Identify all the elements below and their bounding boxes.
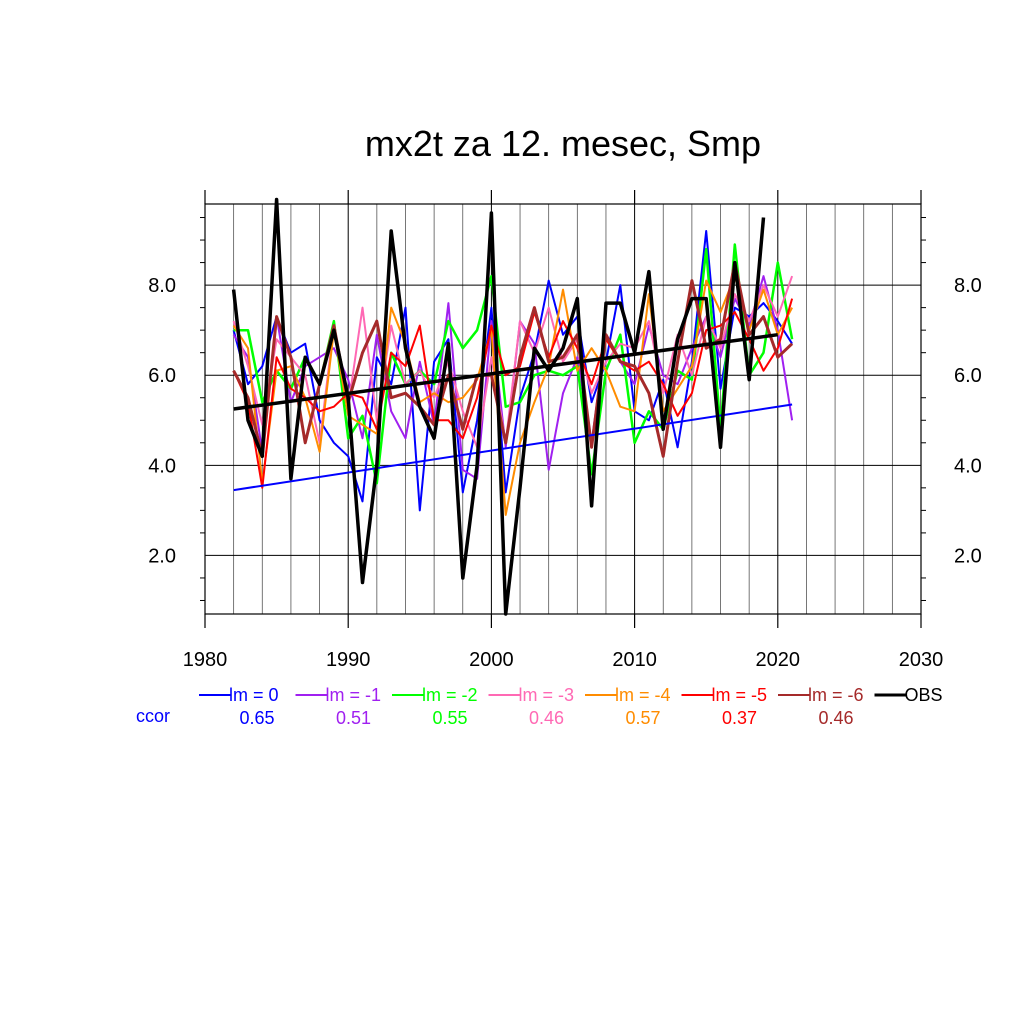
axes: 1980 1990 2000 2010 2020 2030 2.0 2.0 4.0 4.0 6.0 6… <box>148 190 982 671</box>
y-tick-label-right: 8.0 <box>954 275 982 297</box>
legend-label-2: lm = -2 <box>422 685 478 705</box>
y-tick-label: 8.0 <box>148 275 176 297</box>
y-tick-label-right: 6.0 <box>954 365 982 387</box>
chart-title: mx2t za 12. mesec, Smp <box>365 123 761 164</box>
legend-label-4: lm = -4 <box>615 685 671 705</box>
x-tick-label: 2000 <box>469 649 514 671</box>
series-line-lm-0 <box>232 230 793 512</box>
legend-ccor-3: 0.46 <box>529 708 564 728</box>
legend-ccor-6: 0.46 <box>818 708 853 728</box>
y-tick-label: 2.0 <box>148 545 176 567</box>
legend-label-7: OBS <box>905 685 943 705</box>
legend-ccor-0: 0.65 <box>239 708 274 728</box>
trend-line-1 <box>233 332 779 411</box>
series-line-obs <box>231 197 766 616</box>
x-tick-label: 2020 <box>756 649 801 671</box>
legend-ccor-4: 0.57 <box>625 708 660 728</box>
x-tick-label: 1990 <box>326 649 371 671</box>
ccor-label: ccor <box>136 706 170 726</box>
legend-label-5: lm = -5 <box>712 685 768 705</box>
plot-frame <box>204 203 922 615</box>
y-tick-label: 4.0 <box>148 455 176 477</box>
legend-label-6: lm = -6 <box>808 685 864 705</box>
legend-label-3: lm = -3 <box>519 685 575 705</box>
trend-line-0 <box>233 403 793 492</box>
x-tick-label: 2030 <box>899 649 944 671</box>
legend-label-1: lm = -1 <box>326 685 382 705</box>
series-line-lm-4 <box>232 275 793 516</box>
y-tick-label-right: 4.0 <box>954 455 982 477</box>
legend-label-0: lm = 0 <box>229 685 279 705</box>
legend-ccor-5: 0.37 <box>722 708 757 728</box>
legend-ccor-2: 0.55 <box>432 708 467 728</box>
x-tick-label: 1980 <box>183 649 228 671</box>
series-layer <box>231 197 794 616</box>
x-tick-label: 2010 <box>612 649 657 671</box>
y-tick-label-right: 2.0 <box>954 545 982 567</box>
y-tick-label: 6.0 <box>148 365 176 387</box>
legend: lm = 0 0.65 lm = -1 0.51 lm = -2 0.55 lm = -3 0… <box>136 685 943 728</box>
legend-ccor-1: 0.51 <box>336 708 371 728</box>
